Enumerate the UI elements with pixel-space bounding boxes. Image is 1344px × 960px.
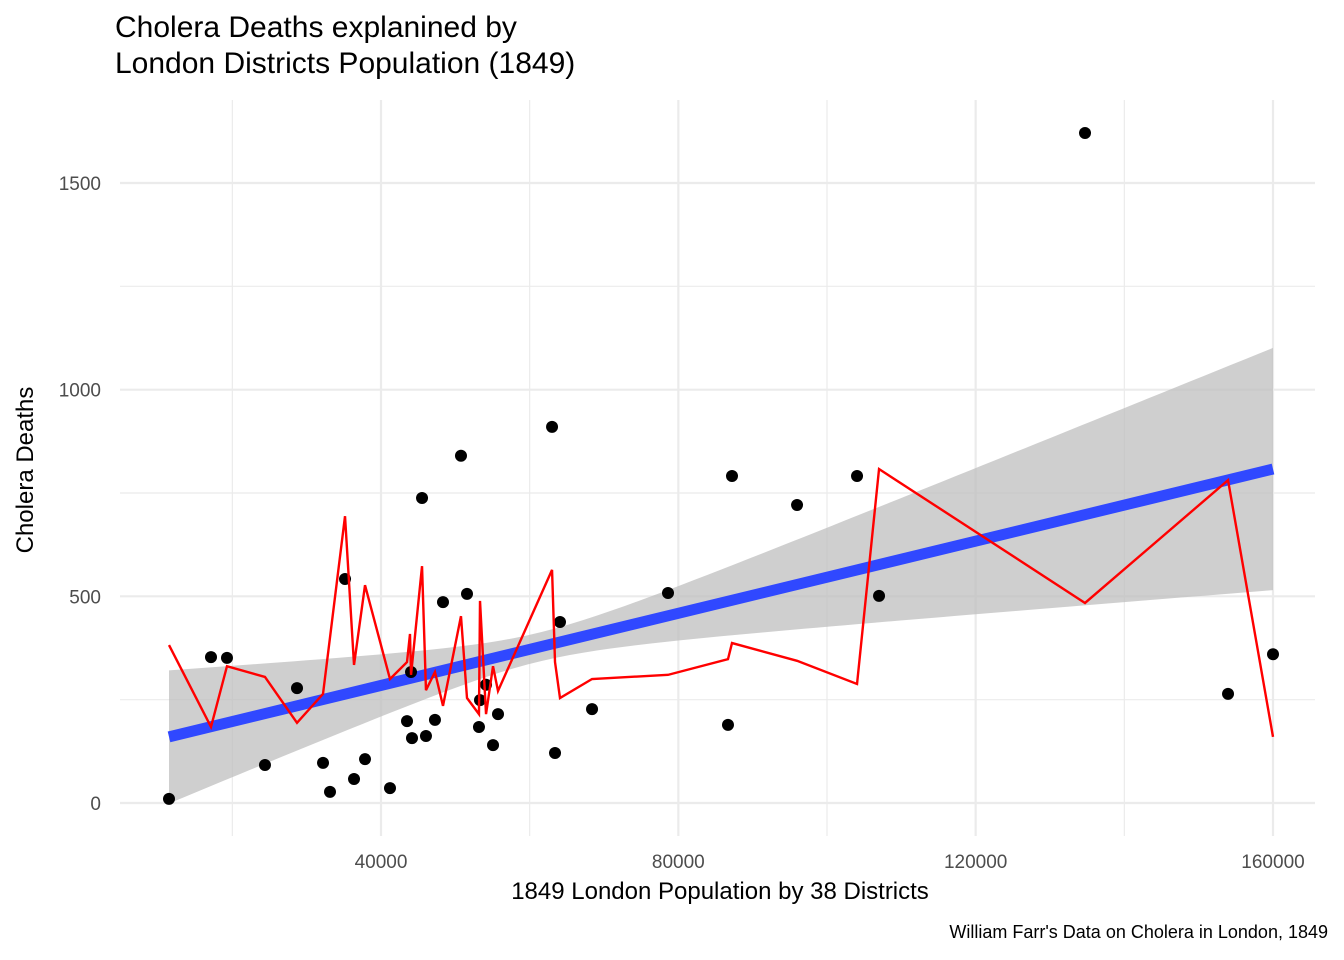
regression-line-layer xyxy=(167,463,1275,743)
data-point xyxy=(317,756,330,769)
data-point xyxy=(291,682,304,695)
data-point xyxy=(546,420,559,433)
data-point xyxy=(492,708,505,721)
data-point xyxy=(1267,648,1279,661)
y-axis-label: Cholera Deaths xyxy=(12,386,39,554)
data-point xyxy=(359,753,372,766)
x-tick-label: 120000 xyxy=(944,852,1007,873)
data-point xyxy=(204,651,217,664)
data-point xyxy=(873,589,886,602)
data-point xyxy=(405,732,418,745)
x-tick-label: 80000 xyxy=(652,852,705,873)
data-point xyxy=(461,587,474,600)
y-tick-label: 1500 xyxy=(59,174,101,195)
data-point xyxy=(419,730,432,743)
data-point xyxy=(662,587,675,600)
data-point xyxy=(726,470,739,483)
chart-title-line-1: Cholera Deaths explanined by xyxy=(115,11,517,44)
x-tick-label: 160000 xyxy=(1241,852,1304,873)
data-point xyxy=(454,449,467,462)
data-point xyxy=(348,773,361,786)
red-line-layer xyxy=(167,466,1275,738)
chart-caption: William Farr's Data on Cholera in London… xyxy=(949,922,1328,942)
data-point xyxy=(851,470,864,483)
data-point xyxy=(324,785,337,798)
data-point xyxy=(721,718,734,731)
confidence-band xyxy=(169,347,1273,804)
data-point xyxy=(791,498,804,511)
data-point xyxy=(401,715,414,728)
chart-title: Cholera Deaths explanined by London Dist… xyxy=(115,10,575,82)
y-axis-ticks: 0 500 1000 1500 xyxy=(59,174,101,815)
data-point xyxy=(258,758,271,771)
chart-title-line-2: London Districts Population (1849) xyxy=(115,47,576,80)
data-point xyxy=(472,720,485,733)
data-point xyxy=(416,491,429,504)
x-axis-ticks: 40000 80000 120000 160000 xyxy=(355,852,1305,873)
data-point xyxy=(428,713,441,726)
x-tick-label: 40000 xyxy=(355,852,408,873)
data-point xyxy=(383,782,396,795)
y-tick-label: 0 xyxy=(90,794,101,815)
red-line-series xyxy=(167,466,1275,738)
data-point xyxy=(436,596,449,609)
x-axis-label: 1849 London Population by 38 Districts xyxy=(511,878,929,905)
y-tick-label: 1000 xyxy=(59,381,101,402)
data-point xyxy=(487,739,500,752)
data-point xyxy=(163,792,176,805)
data-point xyxy=(220,651,233,664)
data-point xyxy=(553,615,566,628)
data-point xyxy=(549,746,562,759)
data-point xyxy=(1222,687,1235,700)
data-point xyxy=(586,703,599,716)
regression-line xyxy=(167,463,1275,743)
data-point xyxy=(1079,126,1092,139)
y-tick-label: 500 xyxy=(69,587,101,608)
confidence-band-layer xyxy=(169,347,1273,804)
